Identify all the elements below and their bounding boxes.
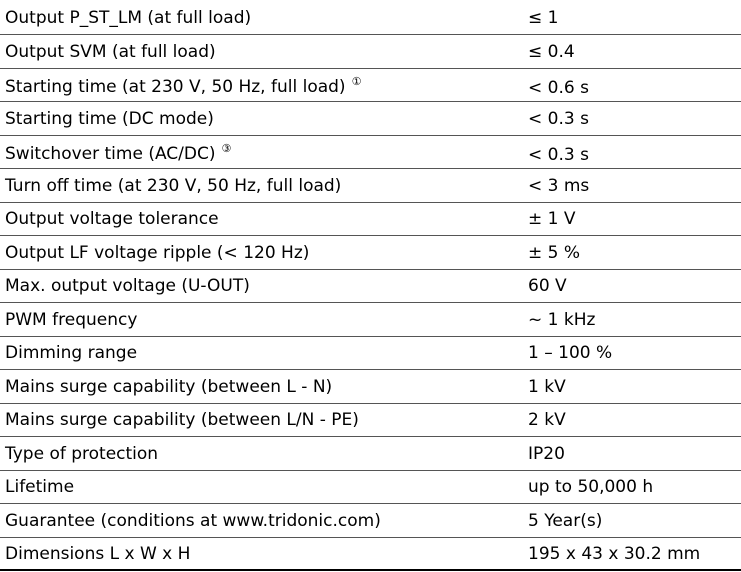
label-text: Lifetime — [5, 477, 75, 497]
row-value: 60 V — [528, 276, 567, 296]
row-value: 1 kV — [528, 376, 566, 397]
row-label: Max. output voltage (U-OUT) — [5, 276, 250, 296]
label-text: Output voltage tolerance — [5, 209, 219, 229]
row-label: Output LF voltage ripple (< 120 Hz) — [5, 243, 309, 263]
table-row: Starting time (DC mode) < 0.3 s — [0, 103, 741, 136]
row-label: Type of protection — [5, 444, 158, 464]
row-label: Starting time (at 230 V, 50 Hz, full loa… — [5, 75, 361, 97]
label-text: PWM frequency — [5, 309, 138, 330]
row-value: 2 kV — [528, 410, 566, 430]
row-value: ± 1 V — [528, 209, 576, 229]
label-text: Type of protection — [5, 443, 159, 464]
row-label: Dimensions L x W x H — [5, 544, 190, 564]
table-row: Output SVM (at full load) ≤ 0.4 — [0, 36, 741, 69]
footnote-marker: ③ — [221, 142, 232, 155]
label-text: Turn off time (at 230 V, 50 Hz, full loa… — [5, 175, 342, 196]
row-label: Turn off time (at 230 V, 50 Hz, full loa… — [5, 176, 341, 196]
table-row: Guarantee (conditions at www.tridonic.co… — [0, 505, 741, 538]
label-text: Dimming range — [5, 343, 138, 363]
table-row: Switchover time (AC/DC) ③ < 0.3 s — [0, 136, 741, 169]
row-label: PWM frequency — [5, 310, 137, 330]
table-row: Dimming range 1 – 100 % — [0, 337, 741, 370]
table-row: Dimensions L x W x H 195 x 43 x 30.2 mm — [0, 538, 741, 571]
table-row: Type of protection IP20 — [0, 438, 741, 471]
row-label: Guarantee (conditions at www.tridonic.co… — [5, 511, 381, 531]
row-label: Lifetime — [5, 477, 74, 497]
row-value: < 0.3 s — [528, 108, 589, 129]
label-text: Guarantee (conditions at www.tridonic.co… — [5, 510, 381, 531]
label-text: Output SVM (at full load) — [5, 41, 216, 62]
row-label: Mains surge capability (between L - N) — [5, 377, 332, 397]
table-row: Output LF voltage ripple (< 120 Hz) ± 5 % — [0, 237, 741, 270]
label-text: Dimensions L x W x H — [5, 544, 191, 564]
row-label: Mains surge capability (between L/N - PE… — [5, 410, 359, 430]
row-value: < 0.6 s — [528, 78, 589, 98]
row-value: 195 x 43 x 30.2 mm — [528, 544, 701, 564]
table-row: Max. output voltage (U-OUT) 60 V — [0, 270, 741, 303]
row-label: Dimming range — [5, 343, 137, 363]
row-label: Output voltage tolerance — [5, 209, 219, 229]
label-text: Output LF voltage ripple (< 120 Hz) — [5, 242, 310, 263]
row-value: ≤ 1 — [528, 8, 559, 28]
row-value: up to 50,000 h — [528, 477, 654, 497]
footnote-marker: ① — [351, 75, 362, 88]
table-row: Output P_ST_LM (at full load) ≤ 1 — [0, 2, 741, 35]
table-row: Starting time (at 230 V, 50 Hz, full loa… — [0, 69, 741, 102]
label-text: Output P_ST_LM (at full load) — [5, 8, 252, 28]
row-label: Starting time (DC mode) — [5, 109, 214, 129]
label-text: Max. output voltage (U-OUT) — [5, 276, 250, 296]
row-value: 1 – 100 % — [528, 343, 613, 363]
table-row: Mains surge capability (between L - N) 1 … — [0, 371, 741, 404]
label-text: Switchover time (AC/DC) — [5, 144, 216, 164]
table-row: Lifetime up to 50,000 h — [0, 471, 741, 504]
row-value: < 0.3 s — [528, 145, 589, 165]
row-value: ~ 1 kHz — [528, 309, 596, 330]
table-row: Output voltage tolerance ± 1 V — [0, 203, 741, 236]
row-label: Switchover time (AC/DC) ③ — [5, 142, 231, 164]
row-value: ≤ 0.4 — [528, 41, 575, 62]
row-value: < 3 ms — [528, 175, 590, 196]
row-label: Output SVM (at full load) — [5, 42, 216, 62]
row-value: IP20 — [528, 443, 565, 464]
table-row: PWM frequency ~ 1 kHz — [0, 304, 741, 337]
table-row: Turn off time (at 230 V, 50 Hz, full loa… — [0, 170, 741, 203]
row-label: Output P_ST_LM (at full load) — [5, 8, 251, 28]
table-row: Mains surge capability (between L/N - PE… — [0, 404, 741, 437]
label-text: Mains surge capability (between L - N) — [5, 376, 333, 397]
row-value: ± 5 % — [528, 242, 581, 263]
label-text: Starting time (at 230 V, 50 Hz, full loa… — [5, 77, 346, 97]
label-text: Mains surge capability (between L/N - PE… — [5, 410, 359, 430]
label-text: Starting time (DC mode) — [5, 108, 214, 129]
row-value: 5 Year(s) — [528, 510, 603, 531]
